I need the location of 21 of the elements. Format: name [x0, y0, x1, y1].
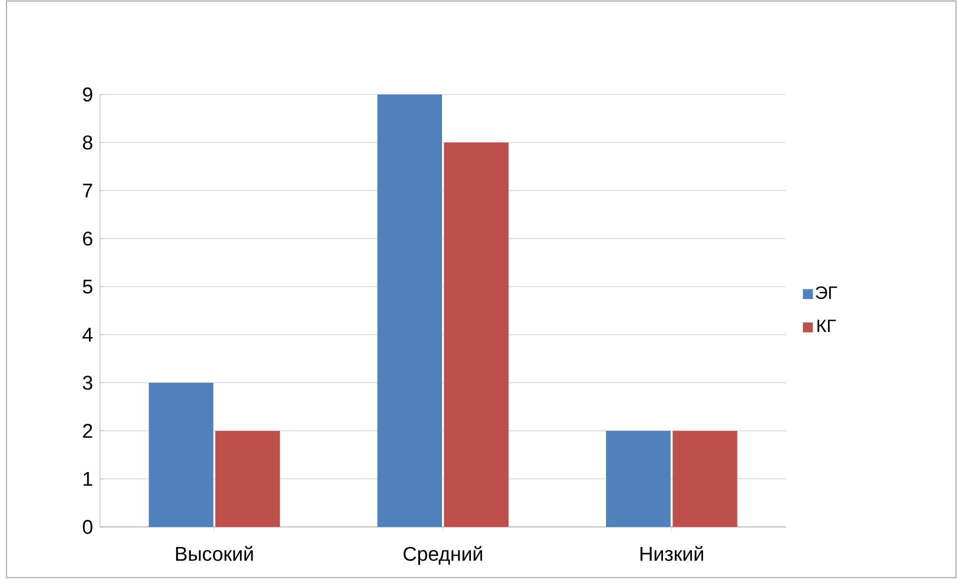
bar — [215, 431, 280, 528]
y-tick-label: 6 — [83, 232, 92, 246]
bar — [377, 94, 442, 528]
bar — [672, 431, 738, 528]
legend-label: ЭГ — [816, 286, 838, 300]
y-tick-label: 3 — [82, 376, 92, 390]
y-tick-label: 8 — [82, 136, 92, 150]
legend-label: КГ — [818, 320, 836, 332]
y-tick-label: 1 — [84, 472, 92, 486]
y-tick-label: 2 — [83, 424, 92, 438]
bar — [444, 142, 509, 528]
y-tick-label: 4 — [82, 328, 93, 342]
x-tick-label: Высокий — [176, 546, 253, 562]
y-tick-label: 9 — [83, 88, 92, 102]
bar — [148, 382, 214, 528]
bar — [606, 431, 671, 528]
y-tick-label: 0 — [82, 520, 92, 534]
x-tick-label: Средний — [404, 546, 482, 566]
y-tick-label: 5 — [82, 280, 92, 294]
y-tick-label: 7 — [83, 184, 92, 198]
x-tick-label: Низкий — [640, 546, 704, 562]
